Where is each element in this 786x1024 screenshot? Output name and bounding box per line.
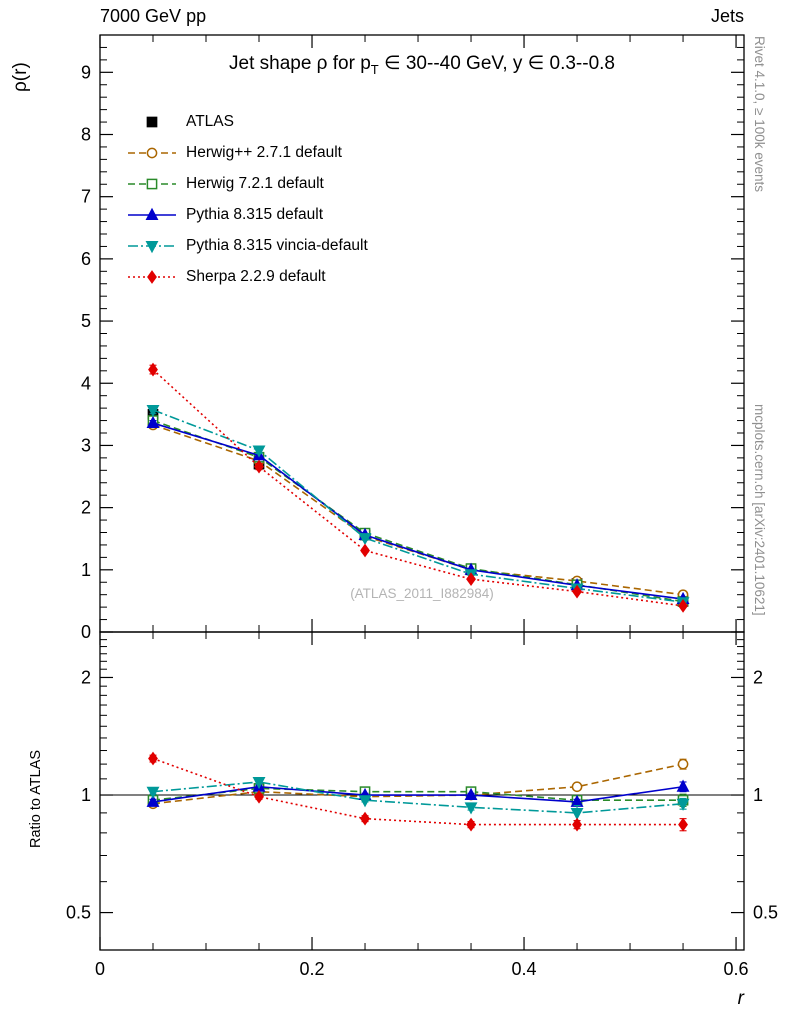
tick-label: 0 — [81, 622, 91, 642]
data-marker — [466, 572, 476, 587]
tick-label: 0 — [95, 959, 105, 979]
legend-item: Pythia 8.315 default — [128, 199, 368, 230]
legend-label: Herwig 7.2.1 default — [186, 174, 324, 192]
legend-label: Sherpa 2.2.9 default — [186, 267, 326, 285]
data-marker — [146, 786, 160, 799]
data-marker — [676, 779, 690, 792]
data-marker — [252, 445, 266, 458]
legend-label: Pythia 8.315 vincia-default — [186, 236, 368, 254]
data-marker — [358, 533, 372, 546]
analysis-id-watermark: (ATLAS_2011_I882984) — [350, 586, 494, 601]
tick-label: 1 — [81, 785, 91, 805]
tick-label: 1 — [753, 785, 763, 805]
legend-swatch — [128, 240, 176, 253]
data-marker — [676, 798, 690, 811]
data-marker — [572, 584, 582, 599]
tick-label: 2 — [753, 667, 763, 687]
legend-item: Pythia 8.315 vincia-default — [128, 230, 368, 261]
tick-label: 2 — [81, 498, 91, 518]
data-marker — [148, 751, 158, 766]
legend-label: Pythia 8.315 default — [186, 205, 324, 223]
legend-swatch — [128, 269, 176, 284]
x-axis-label: r — [737, 988, 744, 1009]
data-marker — [358, 795, 372, 808]
data-marker — [254, 789, 264, 804]
legend-swatch — [128, 178, 176, 189]
data-marker — [146, 178, 158, 189]
plot-title-part: Jet shape ρ for p — [229, 53, 371, 74]
data-marker — [254, 459, 264, 474]
legend-label: Herwig++ 2.7.1 default — [186, 143, 342, 161]
tick-label: 5 — [81, 311, 91, 331]
data-marker — [148, 362, 158, 377]
tick-label: 0.4 — [512, 959, 537, 979]
data-marker — [464, 787, 478, 800]
legend-swatch — [128, 147, 176, 158]
plot-title-part: ∈ 30--40 GeV, y ∈ 0.3--0.8 — [378, 53, 615, 74]
beam-energy-label: 7000 GeV pp — [100, 6, 207, 26]
process-label: Jets — [710, 6, 744, 26]
plot-title-part: T — [370, 61, 379, 77]
plot-title: Jet shape ρ for pT ∈ 30--40 GeV, y ∈ 0.3… — [100, 52, 744, 77]
tick-label: 7 — [81, 187, 91, 207]
data-marker — [146, 405, 160, 418]
rivet-version-note: Rivet 4.1.0, ≥ 100k events — [752, 36, 767, 192]
data-marker — [678, 598, 688, 613]
data-marker — [466, 817, 476, 832]
data-marker — [146, 415, 160, 428]
data-marker — [677, 758, 689, 770]
data-marker — [572, 817, 582, 832]
legend: ATLAS Herwig++ 2.7.1 default Herwig 7.2.1 … — [128, 106, 368, 292]
tick-label: 3 — [81, 435, 91, 455]
tick-label: 4 — [81, 373, 91, 393]
data-marker — [146, 794, 160, 807]
tick-label: 0.2 — [300, 959, 325, 979]
legend-item: Sherpa 2.2.9 default — [128, 261, 368, 292]
tick-label: 0.6 — [724, 959, 749, 979]
tick-label: 8 — [81, 125, 91, 145]
legend-swatch — [128, 207, 176, 220]
data-marker — [360, 811, 370, 826]
data-marker — [678, 817, 688, 832]
legend-swatch — [146, 116, 158, 127]
data-marker — [145, 240, 159, 253]
data-marker — [252, 777, 266, 790]
data-marker — [570, 807, 584, 821]
data-marker — [146, 116, 158, 127]
data-marker — [147, 269, 157, 284]
tick-label: 9 — [81, 62, 91, 82]
data-marker — [571, 781, 583, 793]
legend-item: Herwig 7.2.1 default — [128, 168, 368, 199]
tick-label: 2 — [81, 667, 91, 687]
data-marker — [146, 147, 158, 158]
data-marker — [464, 802, 478, 815]
legend-item: Herwig++ 2.7.1 default — [128, 137, 368, 168]
data-marker — [360, 543, 370, 558]
legend-label: ATLAS — [186, 112, 234, 130]
tick-label: 1 — [81, 560, 91, 580]
mcplots-arxiv-note: mcplots.cern.ch [arXiv:2401.10621] — [752, 404, 767, 616]
tick-label: 0.5 — [753, 903, 778, 923]
legend-item: ATLAS — [128, 106, 368, 137]
data-marker — [145, 207, 159, 220]
tick-label: 6 — [81, 249, 91, 269]
tick-label: 0.5 — [66, 903, 91, 923]
